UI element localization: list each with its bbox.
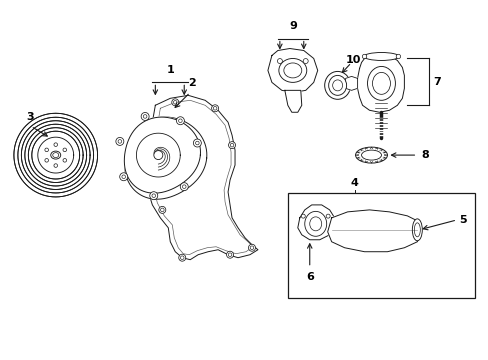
Polygon shape xyxy=(357,54,404,112)
Circle shape xyxy=(63,148,66,152)
Circle shape xyxy=(160,208,164,212)
Text: 7: 7 xyxy=(432,77,440,87)
Circle shape xyxy=(303,59,307,64)
Text: 9: 9 xyxy=(288,21,296,31)
Ellipse shape xyxy=(278,58,306,82)
Ellipse shape xyxy=(324,71,350,99)
Text: 4: 4 xyxy=(350,178,358,188)
Circle shape xyxy=(180,256,183,260)
Circle shape xyxy=(45,158,48,162)
Circle shape xyxy=(248,244,255,251)
Circle shape xyxy=(179,254,185,261)
Polygon shape xyxy=(148,95,258,260)
Polygon shape xyxy=(14,113,98,197)
Text: 1: 1 xyxy=(166,66,174,75)
Circle shape xyxy=(211,105,218,112)
Circle shape xyxy=(250,246,253,249)
Text: 2: 2 xyxy=(188,78,196,88)
Circle shape xyxy=(213,107,217,110)
Circle shape xyxy=(159,206,165,213)
Circle shape xyxy=(152,194,155,198)
Circle shape xyxy=(226,251,233,258)
Ellipse shape xyxy=(361,150,381,160)
Polygon shape xyxy=(345,76,357,90)
Circle shape xyxy=(45,148,48,152)
Circle shape xyxy=(176,117,184,125)
Polygon shape xyxy=(297,205,334,240)
Circle shape xyxy=(54,143,58,147)
Polygon shape xyxy=(285,90,301,112)
Text: 3: 3 xyxy=(26,112,33,122)
Circle shape xyxy=(230,143,233,147)
Circle shape xyxy=(395,54,400,59)
Circle shape xyxy=(54,164,58,167)
Circle shape xyxy=(228,253,231,257)
Polygon shape xyxy=(124,117,206,199)
Text: 5: 5 xyxy=(458,215,466,225)
Ellipse shape xyxy=(304,211,326,236)
Circle shape xyxy=(362,54,366,59)
Circle shape xyxy=(173,100,177,104)
Circle shape xyxy=(178,119,182,122)
Circle shape xyxy=(228,141,235,149)
Circle shape xyxy=(277,59,282,64)
Ellipse shape xyxy=(328,75,346,95)
Bar xyxy=(287,193,474,298)
Polygon shape xyxy=(267,49,317,92)
Circle shape xyxy=(180,183,188,191)
Text: 8: 8 xyxy=(421,150,428,160)
Text: 6: 6 xyxy=(305,272,313,282)
Ellipse shape xyxy=(363,53,398,60)
Ellipse shape xyxy=(355,147,386,163)
Circle shape xyxy=(193,139,201,147)
Ellipse shape xyxy=(367,67,395,100)
Circle shape xyxy=(149,192,158,200)
Polygon shape xyxy=(136,133,180,177)
Circle shape xyxy=(325,214,329,218)
Circle shape xyxy=(116,138,123,145)
Polygon shape xyxy=(124,117,200,193)
Circle shape xyxy=(154,150,163,159)
Circle shape xyxy=(120,173,127,181)
Circle shape xyxy=(122,175,125,179)
Circle shape xyxy=(301,214,305,218)
Polygon shape xyxy=(327,210,421,252)
Ellipse shape xyxy=(411,219,422,241)
Circle shape xyxy=(195,141,199,145)
Circle shape xyxy=(63,158,66,162)
Circle shape xyxy=(171,99,179,106)
Circle shape xyxy=(141,112,149,121)
Text: 10: 10 xyxy=(345,55,360,66)
Ellipse shape xyxy=(51,151,61,159)
Circle shape xyxy=(182,185,185,188)
Circle shape xyxy=(118,140,122,143)
Circle shape xyxy=(143,114,146,118)
Polygon shape xyxy=(38,137,74,173)
